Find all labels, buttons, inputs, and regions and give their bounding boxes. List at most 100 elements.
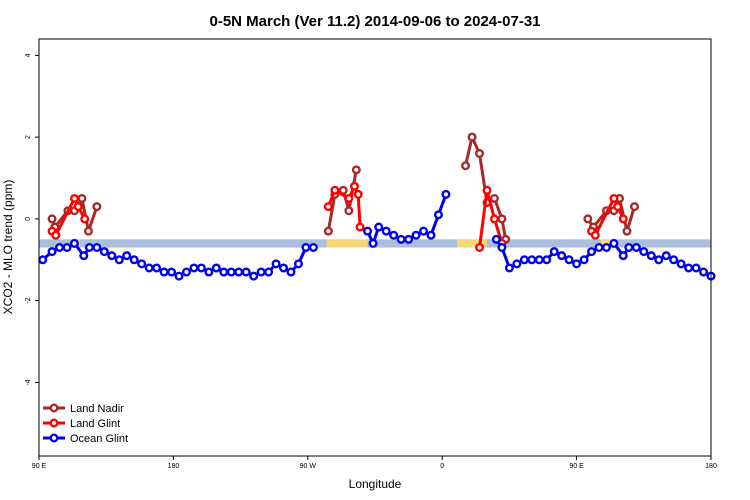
data-point	[594, 242, 604, 252]
legend-marker	[49, 433, 59, 443]
data-point	[411, 230, 421, 240]
data-point	[609, 238, 619, 248]
data-point	[279, 263, 289, 273]
data-point	[419, 226, 429, 236]
data-point	[609, 193, 619, 203]
data-point	[618, 214, 628, 224]
data-point	[441, 189, 451, 199]
legend-item: Ocean Glint	[43, 433, 128, 445]
data-point	[211, 263, 221, 273]
series-land-glint	[47, 181, 628, 252]
plot-frame	[38, 38, 712, 457]
data-point	[174, 271, 184, 281]
data-point	[167, 267, 177, 277]
data-point	[587, 247, 597, 257]
data-point	[613, 202, 623, 212]
data-point	[286, 267, 296, 277]
data-point	[308, 242, 318, 252]
data-point	[549, 247, 559, 257]
data-point	[144, 263, 154, 273]
data-point	[629, 202, 639, 212]
data-point	[330, 185, 340, 195]
data-point	[396, 234, 406, 244]
x-tick-label: 90 E	[32, 463, 47, 470]
data-point	[344, 193, 354, 203]
chart-title: 0-5N March (Ver 11.2) 2014-09-06 to 2024…	[209, 13, 540, 30]
data-point	[497, 242, 507, 252]
data-point	[122, 251, 132, 261]
legend-marker	[49, 403, 59, 413]
data-point	[512, 259, 522, 269]
data-point	[234, 267, 244, 277]
data-point	[293, 259, 303, 269]
data-point	[73, 202, 83, 212]
legend-item: Land Glint	[43, 418, 120, 430]
data-point	[323, 202, 333, 212]
data-point	[204, 267, 214, 277]
x-axis: 90 E 180 90 W 0 90 E 180	[32, 456, 717, 470]
data-point	[92, 242, 102, 252]
data-point	[482, 185, 492, 195]
x-axis-label: Longitude	[349, 477, 402, 491]
data-point	[622, 226, 632, 236]
data-point	[572, 259, 582, 269]
x-tick-label: 180	[705, 463, 717, 470]
data-point	[404, 234, 414, 244]
data-point	[475, 242, 485, 252]
legend-label: Land Nadir	[70, 403, 124, 415]
data-point	[351, 165, 361, 175]
series-layer	[38, 132, 716, 281]
data-point	[669, 255, 679, 265]
data-point	[79, 251, 89, 261]
series-ocean-glint	[38, 189, 716, 281]
data-point	[684, 263, 694, 273]
x-tick-label: 180	[168, 463, 180, 470]
data-point	[363, 226, 373, 236]
data-point	[699, 267, 709, 277]
data-point	[654, 255, 664, 265]
data-point	[47, 247, 57, 257]
y-tick-label: 0	[25, 217, 32, 221]
data-point	[249, 271, 259, 281]
data-point	[353, 189, 363, 199]
data-point	[92, 202, 102, 212]
data-point	[219, 267, 229, 277]
data-point	[264, 267, 274, 277]
data-point	[691, 263, 701, 273]
data-point	[181, 267, 191, 277]
data-point	[38, 255, 48, 265]
legend-marker	[49, 418, 59, 428]
data-point	[639, 247, 649, 257]
data-point	[489, 193, 499, 203]
data-point	[497, 214, 507, 224]
series-land-nadir	[47, 132, 639, 244]
data-point	[426, 230, 436, 240]
data-point	[504, 263, 514, 273]
y-tick-label: 4	[25, 53, 32, 57]
x-tick-label: 90 W	[300, 463, 317, 470]
data-point	[323, 226, 333, 236]
data-point	[491, 234, 501, 244]
legend-label: Land Glint	[70, 418, 120, 430]
data-point	[646, 251, 656, 261]
data-point	[461, 161, 471, 171]
legend: Land Nadir Land Glint Ocean Glint	[43, 403, 128, 445]
data-point	[579, 255, 589, 265]
x-tick-label: 0	[440, 463, 444, 470]
data-point	[271, 259, 281, 269]
data-point	[355, 222, 365, 232]
data-point	[159, 267, 169, 277]
data-point	[534, 255, 544, 265]
data-point	[114, 255, 124, 265]
data-point	[137, 259, 147, 269]
series-line-1-2	[478, 188, 504, 248]
data-point	[624, 242, 634, 252]
data-point	[601, 242, 611, 252]
data-point	[389, 230, 399, 240]
data-point	[189, 263, 199, 273]
y-tick-label: -4	[25, 379, 32, 385]
data-point	[152, 263, 162, 273]
data-point	[564, 255, 574, 265]
data-point	[55, 242, 65, 252]
data-point	[631, 242, 641, 252]
